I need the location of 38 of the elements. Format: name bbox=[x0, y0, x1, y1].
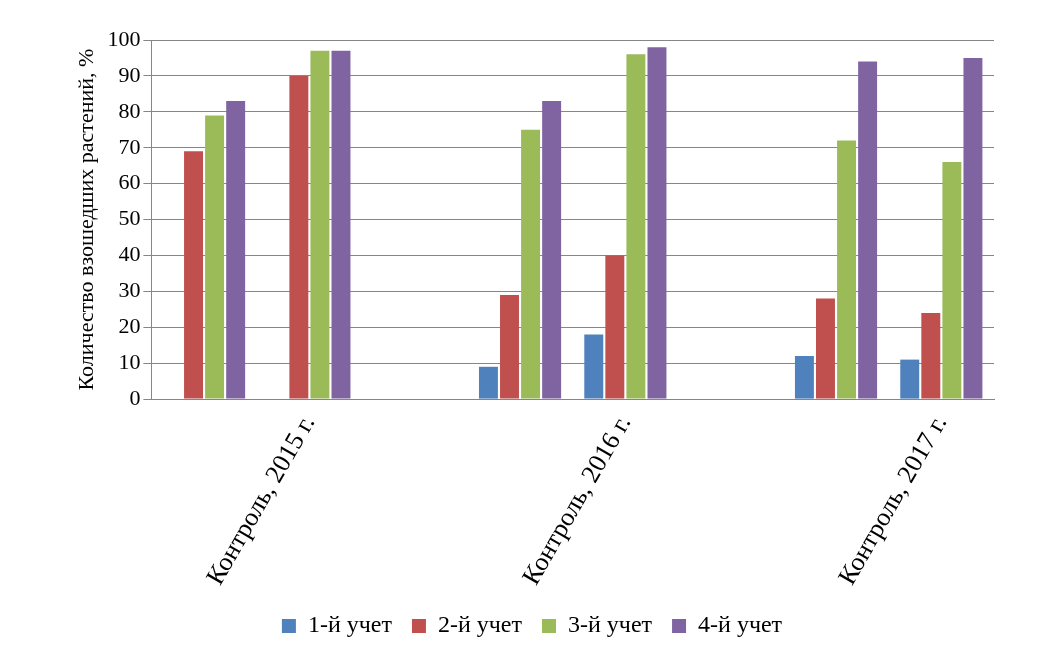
y-tick-label: 80 bbox=[118, 97, 141, 123]
bar bbox=[478, 366, 498, 399]
bar bbox=[584, 334, 604, 399]
y-axis-title: Количество взошедших растений, % bbox=[72, 48, 98, 391]
bar bbox=[184, 151, 204, 399]
y-tick-label: 100 bbox=[107, 25, 141, 51]
bar bbox=[794, 356, 814, 399]
y-tick-label: 0 bbox=[129, 384, 141, 410]
bar bbox=[205, 115, 225, 399]
bar bbox=[837, 140, 857, 399]
legend-label: 2-й учет bbox=[437, 611, 523, 638]
bar bbox=[289, 75, 309, 399]
bar bbox=[900, 359, 920, 399]
bar bbox=[331, 50, 351, 399]
bar bbox=[310, 50, 330, 399]
bar bbox=[605, 255, 625, 399]
y-tick-label: 40 bbox=[118, 241, 141, 267]
bar bbox=[858, 61, 878, 399]
bar bbox=[963, 57, 983, 399]
y-tick-label: 10 bbox=[118, 348, 141, 374]
y-tick-label: 60 bbox=[118, 169, 141, 195]
bar bbox=[542, 101, 562, 399]
y-tick-label: 70 bbox=[118, 133, 141, 159]
bar bbox=[626, 54, 646, 399]
legend-label: 1-й учет bbox=[307, 611, 393, 638]
bar bbox=[500, 294, 519, 399]
y-tick-label: 50 bbox=[118, 205, 141, 231]
bar bbox=[521, 129, 541, 399]
y-tick-label: 90 bbox=[118, 61, 141, 87]
y-tick-label: 20 bbox=[118, 313, 141, 339]
y-tick-label: 30 bbox=[118, 277, 141, 303]
legend-label: 3-й учет bbox=[568, 611, 653, 638]
legend-label: 4-й учет bbox=[698, 611, 783, 638]
bar bbox=[942, 162, 962, 399]
bar bbox=[921, 312, 941, 399]
bar bbox=[647, 47, 667, 399]
bar bbox=[226, 101, 246, 399]
bar bbox=[816, 298, 835, 399]
